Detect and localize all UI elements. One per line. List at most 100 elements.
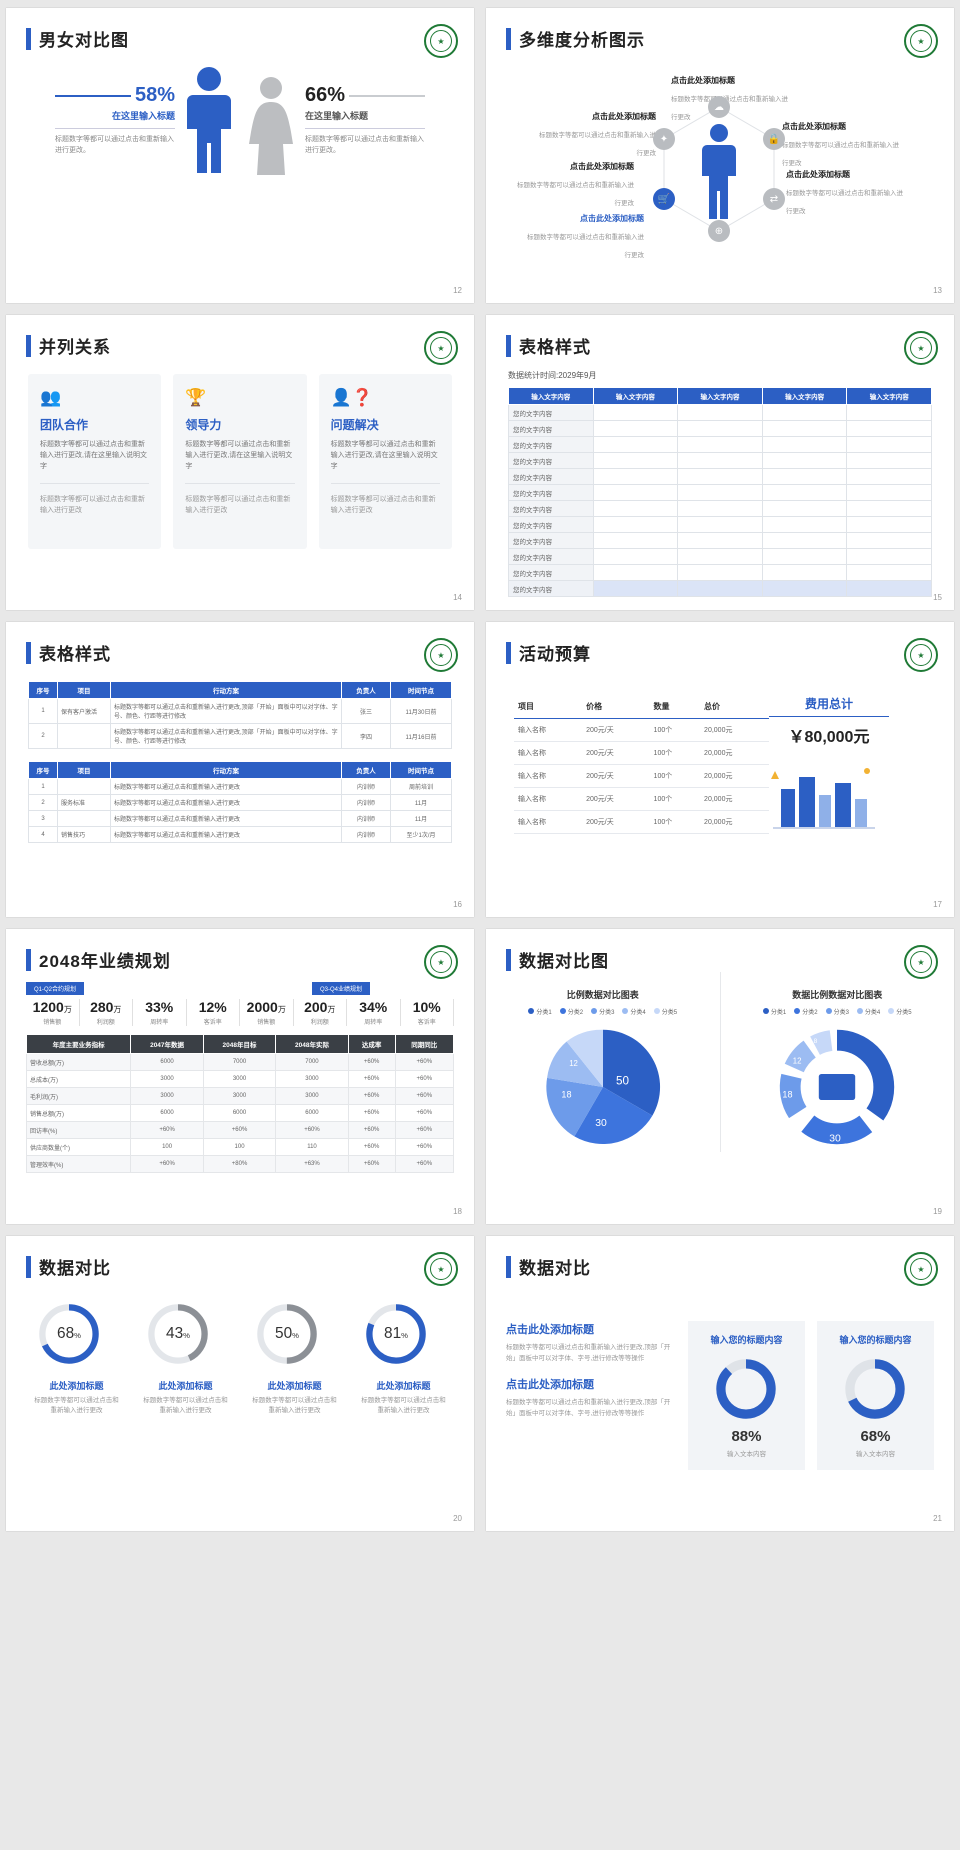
svg-text:12: 12: [793, 1057, 802, 1066]
tags-row: Q1-Q2合约规划 Q3-Q4业绩规划: [26, 982, 454, 995]
title-bar: [506, 948, 511, 971]
col-header: 2047年数据: [130, 1034, 204, 1054]
kpi-value: 200万: [304, 999, 336, 1015]
cell: [592, 580, 679, 597]
cell: +60%: [394, 1053, 455, 1071]
business-plan-table: 年度主要业务指标 2047年数据 2048年目标 2048年实际 达成率 同期同比 营收总…: [25, 1034, 455, 1173]
col-header: 年度主要业务指标: [25, 1034, 132, 1054]
svg-text:8: 8: [814, 1038, 818, 1045]
label-title: 点击此处添加标题: [782, 122, 846, 131]
table-row: 输入名称 200元/天 100个 20,000元: [514, 810, 769, 834]
cell: 100个: [649, 764, 701, 788]
cell: 200元/天: [582, 718, 650, 742]
page-title: 并列关系: [39, 338, 111, 357]
table-row: 您的文字内容: [508, 436, 932, 453]
svg-text:50%: 50%: [275, 1325, 299, 1342]
budget-area: 项目 价格 数量 总价 输入名称 200元/天 100个 20,000元 输入名称 200…: [486, 695, 954, 834]
cell: +60%: [202, 1121, 277, 1139]
ring-desc: 标题数字等都可以通过点击和重新输入进行更改: [34, 1397, 119, 1415]
cell: 您的文字内容: [508, 516, 594, 533]
title-bar: [26, 948, 31, 971]
cell: [761, 532, 848, 549]
cell: [677, 484, 763, 501]
label-desc: 标题数字等都可以通过点击和重新输入进行更改: [527, 234, 644, 259]
left-stat-line: 58%: [55, 84, 175, 107]
label-title: 点击此处添加标题: [580, 214, 644, 223]
page-number: 15: [933, 593, 942, 602]
table-row: 您的文字内容: [508, 532, 932, 549]
cell: [761, 564, 848, 581]
col-header: 项目: [57, 761, 111, 779]
panel-1: 输入您的标题内容 88% 输入文本内容: [687, 1321, 805, 1470]
leader-icon: 🏆: [185, 388, 207, 407]
cell: 2: [28, 723, 58, 749]
budget-total: 费用总计 ￥80,000元: [769, 695, 889, 829]
col-header: 负责人: [341, 681, 391, 699]
label-desc: 标题数字等都可以通过点击和重新输入进行更改: [782, 142, 899, 167]
cell: 您的文字内容: [508, 468, 594, 485]
card-desc-primary: 标题数字等都可以通过点击和重新输入进行更改,请在这里输入说明文字: [185, 439, 295, 484]
female-figure-icon: [249, 77, 293, 175]
ring-label: 此处添加标题: [376, 1381, 431, 1391]
pie-canvas: 50 30 18 12: [486, 1022, 720, 1152]
card-2[interactable]: 🏆 领导力 标题数字等都可以通过点击和重新输入进行更改,请在这里输入说明文字 标…: [173, 374, 307, 549]
block-1-desc: 标题数字等都可以通过点击和重新输入进行更改,顶部「开始」面板中可以对字体、字号,…: [506, 1344, 671, 1363]
page-title: 多维度分析图示: [519, 31, 645, 50]
kpi-item: 12% 客诉率: [187, 999, 240, 1026]
ring-item: 43% 此处添加标题 标题数字等都可以通过点击和重新输入进行更改: [143, 1299, 229, 1417]
table-row: 供应商数量(个) 100 100 110 +60% +60%: [25, 1138, 455, 1156]
card-3[interactable]: 👤❓ 问题解决 标题数字等都可以通过点击和重新输入进行更改,请在这里输入说明文字…: [318, 374, 452, 549]
cell: [846, 484, 932, 501]
col-header: 项目: [514, 695, 583, 719]
ring-item: 68% 此处添加标题 标题数字等都可以通过点击和重新输入进行更改: [34, 1299, 120, 1417]
page-number: 21: [933, 1514, 942, 1523]
cell: 输入名称: [514, 718, 583, 742]
seal-icon: ★: [424, 24, 458, 58]
legend-item: 分类1: [762, 1007, 786, 1016]
bulb-icon: ✦: [653, 128, 675, 150]
page-title: 数据对比: [39, 1259, 111, 1278]
card-1[interactable]: 👥 团队合作 标题数字等都可以通过点击和重新输入进行更改,请在这里输入说明文字 …: [28, 374, 162, 549]
tag-q3q4: Q3-Q4业绩规划: [311, 982, 370, 995]
donut-chart: 50 30 18 12 8: [780, 1029, 895, 1145]
col-header: 达成率: [347, 1034, 396, 1054]
cell: [592, 420, 679, 437]
slide-12-header: 男女对比图: [6, 8, 474, 51]
title-bar: [26, 334, 31, 357]
kpi-value: 34%: [359, 999, 388, 1015]
legend-item: 分类5: [653, 1007, 677, 1016]
chart-title-right: 数据比例数据对比图表: [792, 990, 883, 1000]
card-desc-secondary: 标题数字等都可以通过点击和重新输入进行更改: [185, 495, 291, 514]
page-number: 19: [933, 1207, 942, 1216]
kpi-label: 客诉率: [417, 1020, 436, 1026]
figures: [181, 65, 299, 175]
table-body: 1 标题数字等都可以通过点击和重新输入进行更改 内训师 周前培训 2 服务标准 标题数字等都…: [28, 778, 452, 843]
cell: [592, 532, 679, 549]
slide-15: 表格样式 ★ 数据统计时间:2029年9月 输入文字内容 输入文字内容 输入文字…: [486, 315, 954, 610]
rule: [55, 94, 131, 97]
cell: [846, 500, 932, 517]
stat-time: 数据统计时间:2029年9月: [508, 371, 597, 380]
legend-item: 分类3: [591, 1007, 614, 1016]
cell: [761, 452, 848, 469]
slide-18: 2048年业绩规划 ★ Q1-Q2合约规划 Q3-Q4业绩规划 1200万 销售额…: [6, 929, 474, 1224]
cell: 您的文字内容: [508, 532, 594, 549]
cell: [57, 810, 111, 827]
cell: +63%: [275, 1155, 349, 1173]
table-row: 总成本(万) 3000 3000 3000 +60% +60%: [25, 1070, 455, 1088]
cell: 200元/天: [582, 741, 650, 765]
col-header: 价格: [582, 695, 650, 719]
table-row: 输入名称 200元/天 100个 20,000元: [514, 764, 769, 788]
table-row: 您的文字内容: [508, 420, 932, 437]
card-desc-primary: 标题数字等都可以通过点击和重新输入进行更改,请在这里输入说明文字: [40, 439, 150, 484]
cell: 输入名称: [514, 741, 583, 765]
kpi-value: 12%: [198, 999, 227, 1015]
legend-item: 分类3: [825, 1007, 849, 1016]
cell: [846, 548, 932, 565]
panel-2-title: 输入您的标题内容: [839, 1335, 912, 1345]
seal-icon: ★: [904, 638, 938, 672]
cell: 2: [28, 794, 58, 811]
cell: 您的文字内容: [508, 564, 594, 581]
title-bar: [26, 1255, 31, 1278]
ring-item: 50% 此处添加标题 标题数字等都可以通过点击和重新输入进行更改: [252, 1299, 338, 1417]
